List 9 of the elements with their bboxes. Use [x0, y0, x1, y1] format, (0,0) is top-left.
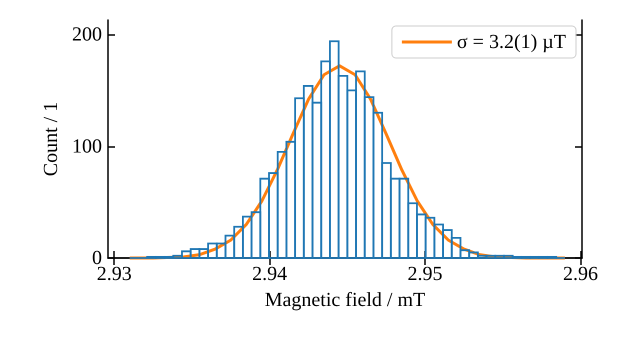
x-tick-label: 2.95: [408, 263, 443, 285]
x-tick-label: 2.94: [252, 263, 288, 285]
y-axis-title: Count / 1: [40, 102, 62, 176]
x-tick-label: 2.96: [562, 263, 598, 285]
legend-label: σ = 3.2(1) µT: [456, 31, 566, 53]
y-tick-label: 200: [72, 24, 102, 46]
x-axis-title: Magnetic field / mT: [264, 289, 426, 311]
x-tick-label: 2.93: [96, 263, 132, 285]
y-tick-label: 100: [72, 135, 102, 158]
